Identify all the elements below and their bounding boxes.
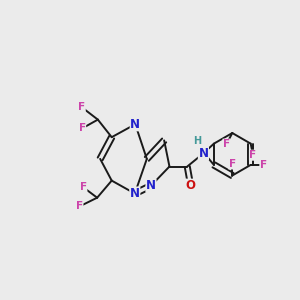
Text: F: F <box>76 202 83 212</box>
Text: F: F <box>223 139 230 149</box>
Text: N: N <box>130 187 140 200</box>
Text: N: N <box>198 147 208 160</box>
Text: F: F <box>78 102 85 112</box>
Text: F: F <box>249 150 256 160</box>
Text: F: F <box>229 159 236 169</box>
Text: F: F <box>201 149 208 159</box>
Text: F: F <box>79 123 86 134</box>
Text: H: H <box>194 136 202 146</box>
Text: N: N <box>130 118 140 131</box>
Text: F: F <box>260 160 267 170</box>
Text: O: O <box>186 179 196 192</box>
Text: F: F <box>80 182 87 192</box>
Text: N: N <box>146 179 156 192</box>
